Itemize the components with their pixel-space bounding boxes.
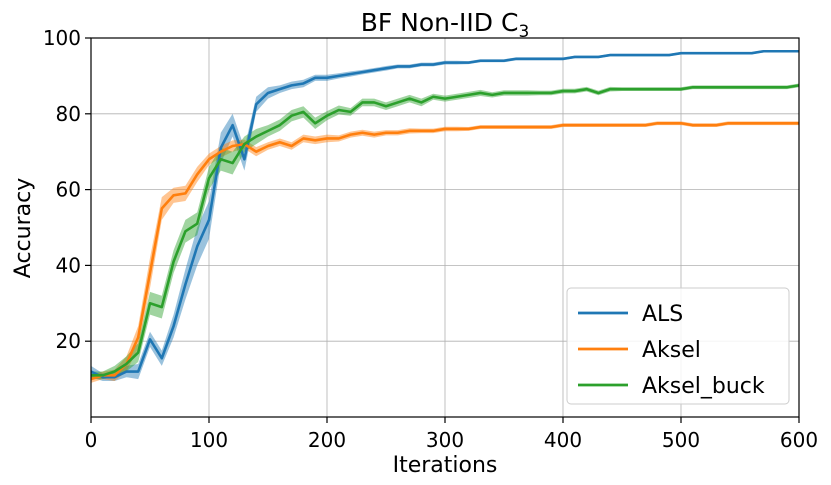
x-tick-label: 400 bbox=[544, 428, 582, 452]
legend-label: Aksel bbox=[642, 338, 701, 363]
axis-ticks: 0 100 200 300 400 500 600 20 40 60 80 100 bbox=[43, 26, 818, 452]
y-tick-label: 80 bbox=[56, 102, 81, 126]
x-tick-label: 200 bbox=[308, 428, 346, 452]
y-tick-label: 20 bbox=[56, 329, 81, 353]
y-tick-label: 40 bbox=[56, 253, 81, 277]
x-tick-label: 100 bbox=[190, 428, 228, 452]
x-tick-label: 600 bbox=[780, 428, 818, 452]
legend: ALS Aksel Aksel_buck bbox=[566, 287, 790, 405]
line-aksel-buck bbox=[91, 84, 800, 377]
y-tick-label: 100 bbox=[43, 26, 81, 50]
line-als bbox=[90, 49, 799, 379]
legend-box bbox=[566, 287, 790, 405]
y-axis-label: Accuracy bbox=[11, 178, 36, 278]
x-tick-label: 300 bbox=[426, 428, 464, 452]
chart-title: BF Non-IID C3 bbox=[361, 8, 530, 42]
x-tick-label: 500 bbox=[662, 428, 700, 452]
legend-label: ALS bbox=[642, 302, 683, 327]
line-aksel bbox=[90, 121, 799, 381]
x-axis-label: Iterations bbox=[393, 453, 498, 478]
series-lines bbox=[90, 49, 800, 381]
x-tick-label: 0 bbox=[85, 428, 98, 452]
legend-label: Aksel_buck bbox=[642, 374, 765, 399]
grid bbox=[91, 38, 799, 417]
chart-title-subscript: 3 bbox=[518, 22, 529, 42]
y-tick-label: 60 bbox=[56, 178, 81, 202]
